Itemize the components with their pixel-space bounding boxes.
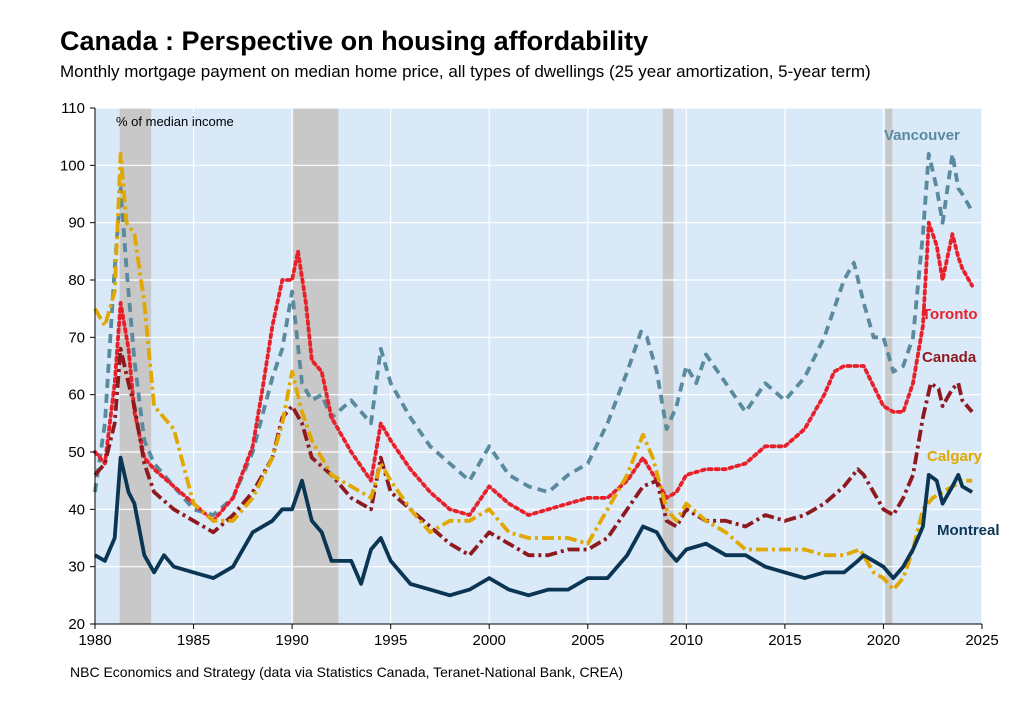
chart-title: Canada : Perspective on housing affordab… [60, 26, 649, 56]
shaded-period-2 [662, 108, 674, 624]
series-lines [93, 151, 974, 598]
y-tick-label-110: 110 [61, 100, 85, 117]
x-tick-label-1990: 1990 [275, 632, 308, 649]
x-tick-label-2020: 2020 [867, 632, 900, 649]
y-unit-label: % of median income [116, 114, 234, 129]
series-label-vancouver: Vancouver [884, 127, 960, 144]
plot-background [95, 108, 982, 624]
axes: 20 30 40 50 60 70 80 90 100 110 1980 1985 1990 1995 20… [60, 100, 999, 649]
y-tick-label-70: 70 [68, 329, 85, 346]
chart-subtitle: Monthly mortgage payment on median home … [60, 62, 871, 81]
x-tick-label-2005: 2005 [571, 632, 604, 649]
x-tick-label-1980: 1980 [78, 632, 111, 649]
x-tick-label-1995: 1995 [374, 632, 407, 649]
y-tick-label-80: 80 [68, 272, 85, 289]
y-tick-label-100: 100 [60, 157, 85, 174]
x-tick-label-2010: 2010 [670, 632, 703, 649]
y-tick-label-40: 40 [68, 501, 85, 518]
y-tick-label-50: 50 [68, 444, 85, 461]
series-label-montreal: Montreal [937, 522, 1000, 539]
series-line-montreal [94, 455, 974, 598]
x-tick-label-2015: 2015 [768, 632, 801, 649]
series-line-vancouver [93, 151, 974, 517]
series-line-calgary [93, 151, 973, 592]
plot-area [95, 108, 982, 624]
y-tick-label-90: 90 [68, 215, 85, 232]
series-line-toronto [93, 220, 974, 523]
x-tick-label-2000: 2000 [473, 632, 506, 649]
series-label-calgary: Calgary [927, 448, 983, 465]
series-line-canada [93, 346, 974, 558]
series-label-toronto: Toronto [922, 306, 978, 323]
x-tick-label-2025: 2025 [965, 632, 998, 649]
series-label-canada: Canada [922, 349, 977, 366]
y-tick-label-20: 20 [68, 616, 85, 633]
chart-source: NBC Economics and Strategy (data via Sta… [70, 664, 623, 680]
y-tick-label-60: 60 [68, 387, 85, 404]
x-tick-label-1985: 1985 [177, 632, 210, 649]
y-tick-label-30: 30 [68, 559, 85, 576]
shaded-period-3 [885, 108, 893, 624]
